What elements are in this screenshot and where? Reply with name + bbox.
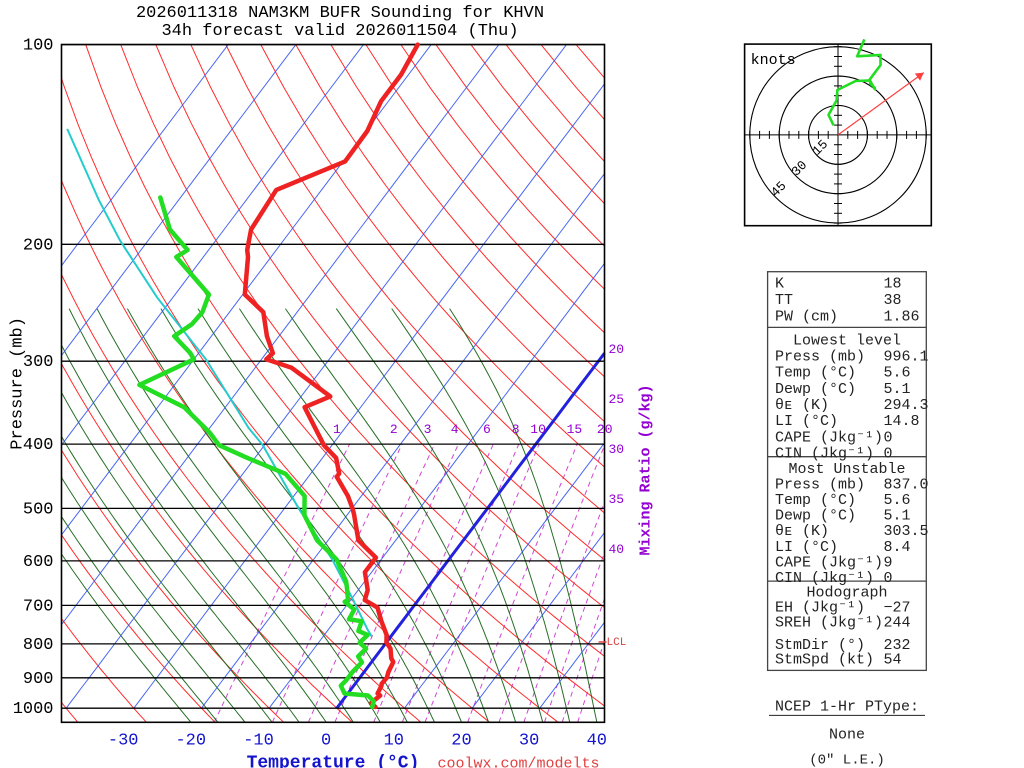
svg-text:15: 15 [567, 422, 583, 437]
svg-text:35: 35 [609, 492, 625, 507]
svg-text:LI (°C): LI (°C) [775, 413, 838, 430]
svg-text:LI (°C): LI (°C) [775, 539, 838, 556]
svg-text:303.5: 303.5 [884, 523, 929, 540]
svg-text:30: 30 [519, 731, 539, 750]
svg-text:-20: -20 [175, 731, 206, 750]
svg-text:(0" L.E.): (0" L.E.) [809, 752, 885, 768]
svg-text:Dewp (°C): Dewp (°C) [775, 508, 856, 525]
svg-text:200: 200 [23, 236, 54, 255]
svg-text:8: 8 [512, 422, 520, 437]
svg-text:LCL: LCL [607, 637, 627, 649]
svg-text:θᴇ (K): θᴇ (K) [775, 523, 829, 540]
svg-text:Pressure (mb): Pressure (mb) [9, 317, 28, 450]
svg-text:NCEP 1-Hr PType:: NCEP 1-Hr PType: [775, 698, 919, 715]
svg-text:5.6: 5.6 [884, 492, 911, 509]
svg-text:Temp (°C): Temp (°C) [775, 365, 856, 382]
svg-text:800: 800 [23, 636, 54, 655]
svg-text:5.1: 5.1 [884, 508, 911, 525]
svg-text:3: 3 [424, 422, 432, 437]
svg-text:700: 700 [23, 597, 54, 616]
svg-text:CIN (Jkg⁻¹): CIN (Jkg⁻¹) [775, 446, 874, 463]
svg-text:294.3: 294.3 [884, 397, 929, 414]
svg-text:K: K [775, 276, 784, 293]
svg-text:knots: knots [751, 52, 796, 69]
svg-text:54: 54 [884, 652, 902, 669]
svg-text:SREH (Jkg⁻¹): SREH (Jkg⁻¹) [775, 615, 883, 632]
svg-text:θᴇ (K): θᴇ (K) [775, 397, 829, 414]
svg-text:coolwx.com/modelts: coolwx.com/modelts [437, 755, 599, 768]
svg-text:244: 244 [884, 615, 911, 632]
svg-text:CAPE (Jkg⁻¹): CAPE (Jkg⁻¹) [775, 429, 883, 446]
svg-text:1000: 1000 [13, 700, 54, 719]
svg-text:20: 20 [451, 731, 471, 750]
svg-text:25: 25 [609, 392, 625, 407]
svg-text:6: 6 [483, 422, 491, 437]
svg-text:996.1: 996.1 [884, 349, 929, 366]
svg-text:CAPE (Jkg⁻¹): CAPE (Jkg⁻¹) [775, 554, 883, 571]
svg-text:Most Unstable: Most Unstable [788, 461, 905, 478]
svg-text:4: 4 [451, 422, 459, 437]
svg-text:30: 30 [609, 442, 625, 457]
svg-text:40: 40 [609, 542, 625, 557]
svg-text:Lowest level: Lowest level [793, 332, 901, 349]
svg-text:9: 9 [884, 554, 893, 571]
svg-text:38: 38 [884, 292, 902, 309]
svg-text:18: 18 [884, 276, 902, 293]
svg-text:10: 10 [530, 422, 546, 437]
svg-text:500: 500 [23, 500, 54, 519]
svg-text:0: 0 [321, 731, 331, 750]
svg-text:Dewp (°C): Dewp (°C) [775, 381, 856, 398]
svg-text:837.0: 837.0 [884, 477, 929, 494]
svg-text:2: 2 [390, 422, 398, 437]
svg-text:None: None [829, 726, 865, 743]
svg-text:Mixing Ratio (g/kg): Mixing Ratio (g/kg) [638, 384, 655, 555]
svg-text:8.4: 8.4 [884, 539, 911, 556]
svg-text:StmSpd (kt): StmSpd (kt) [775, 652, 874, 669]
svg-text:900: 900 [23, 670, 54, 689]
svg-text:PW (cm): PW (cm) [775, 309, 838, 326]
svg-text:20: 20 [597, 422, 613, 437]
svg-text:14.8: 14.8 [884, 413, 920, 430]
svg-text:-30: -30 [108, 731, 139, 750]
svg-text:100: 100 [23, 37, 54, 56]
svg-text:0: 0 [884, 429, 893, 446]
svg-text:1: 1 [333, 422, 341, 437]
svg-text:Temp (°C): Temp (°C) [775, 492, 856, 509]
svg-text:40: 40 [587, 731, 607, 750]
svg-text:Press (mb): Press (mb) [775, 477, 865, 494]
svg-text:20: 20 [609, 342, 625, 357]
svg-text:0: 0 [884, 446, 893, 463]
svg-text:5.1: 5.1 [884, 381, 911, 398]
svg-text:2026011318 NAM3KM BUFR Soundin: 2026011318 NAM3KM BUFR Sounding for KHVN [136, 4, 544, 23]
svg-text:1.86: 1.86 [884, 309, 920, 326]
svg-text:34h forecast valid 2026011504: 34h forecast valid 2026011504 (Thu) [161, 22, 518, 41]
svg-text:600: 600 [23, 553, 54, 572]
svg-text:Temperature (°C): Temperature (°C) [247, 753, 420, 768]
svg-text:Press (mb): Press (mb) [775, 349, 865, 366]
svg-text:5.6: 5.6 [884, 365, 911, 382]
svg-text:TT: TT [775, 292, 793, 309]
svg-text:-10: -10 [243, 731, 274, 750]
svg-text:10: 10 [384, 731, 404, 750]
